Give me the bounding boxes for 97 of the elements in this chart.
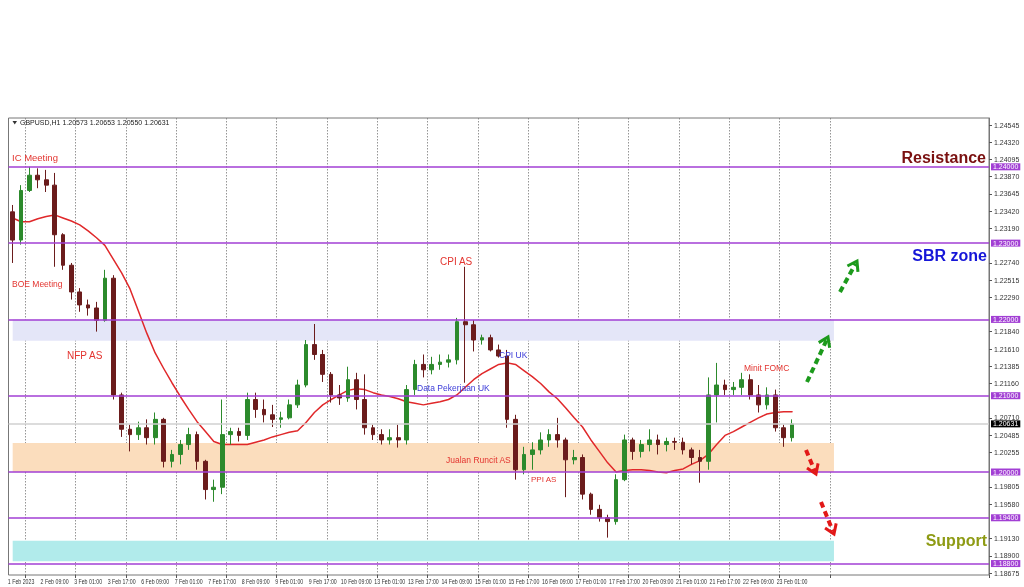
candlestick <box>186 427 191 451</box>
candlestick <box>346 366 350 403</box>
candlestick <box>320 349 325 383</box>
candlestick <box>144 418 149 446</box>
candlestick <box>656 434 660 455</box>
candlestick <box>630 437 635 461</box>
candlestick <box>563 437 568 498</box>
candlestick <box>748 373 753 401</box>
candlestick <box>446 354 451 368</box>
candlestick <box>689 447 694 465</box>
candlestick <box>329 371 333 404</box>
candlestick <box>555 417 560 449</box>
candlestick <box>496 344 501 359</box>
candlestick <box>270 404 275 428</box>
candlestick <box>153 411 158 446</box>
candlestick <box>228 427 233 446</box>
candlestick <box>52 172 57 268</box>
candlestick <box>245 392 250 441</box>
candlestick <box>362 373 367 436</box>
candlestick <box>681 437 685 455</box>
candlestick <box>538 431 543 455</box>
annotation: PPI AS <box>531 474 557 484</box>
candlestick <box>69 262 74 301</box>
text: SBR zone <box>912 246 988 264</box>
candlestick <box>413 359 417 396</box>
annotation: Minit FOMC <box>744 363 790 373</box>
candlestick <box>714 362 719 423</box>
candlestick <box>664 437 669 452</box>
candlestick <box>170 449 174 468</box>
candlestick <box>295 379 300 409</box>
candlestick <box>287 399 292 420</box>
candlestick <box>35 167 40 189</box>
candlestick <box>19 184 23 246</box>
candlestick <box>438 354 442 371</box>
candlestick <box>614 473 618 526</box>
candlestick <box>195 431 199 471</box>
candlestick <box>698 449 702 484</box>
candlestick <box>547 428 551 448</box>
candlestick <box>136 421 141 441</box>
candlestick <box>622 434 627 482</box>
candlestick <box>480 334 484 346</box>
candlestick <box>178 439 183 465</box>
candlestick <box>455 317 459 365</box>
candlestick <box>530 441 535 471</box>
annotation: BOE Meeting <box>12 279 63 289</box>
candlestick <box>94 301 99 333</box>
annotation: IC Meeting <box>12 151 58 163</box>
candlestick <box>463 266 468 384</box>
candlestick <box>128 424 132 452</box>
candlestick <box>639 439 644 459</box>
candlestick <box>421 354 426 378</box>
candlestick <box>513 414 518 481</box>
text: Support <box>925 531 988 549</box>
candlestick <box>488 334 493 352</box>
candlestick <box>262 399 266 423</box>
candlestick <box>731 381 736 396</box>
candlestick <box>396 424 401 449</box>
candlestick <box>354 372 359 410</box>
candlestick <box>77 287 82 313</box>
candlestick <box>781 424 786 448</box>
candlestick <box>27 166 32 193</box>
candlestick <box>312 323 317 361</box>
candlestick <box>597 504 602 523</box>
candlestick <box>429 356 434 375</box>
candlestick <box>387 428 392 446</box>
candlestick <box>103 269 107 323</box>
candlestick <box>61 232 65 271</box>
candlestick <box>253 392 258 419</box>
candlestick <box>580 453 585 500</box>
candlestick <box>279 411 283 429</box>
candlestick <box>739 372 744 396</box>
annotation: Jualan Runcit AS <box>446 455 512 465</box>
candlestick <box>203 459 208 500</box>
candlestick <box>379 428 384 446</box>
candlestick <box>404 384 409 446</box>
candlestick <box>647 428 652 452</box>
candlestick <box>572 449 577 465</box>
candlestick <box>10 204 15 264</box>
candlestick <box>790 418 794 442</box>
candlestick <box>672 437 677 451</box>
candlestick <box>86 299 90 317</box>
candlestick <box>237 427 241 442</box>
candlestick <box>706 376 711 471</box>
candlestick <box>211 479 216 503</box>
text: Resistance <box>901 148 987 166</box>
candlestick <box>522 446 526 475</box>
candlestick <box>161 417 166 468</box>
candlestick <box>723 379 727 396</box>
candlestick <box>471 319 476 352</box>
candlestick <box>111 274 116 401</box>
candlestick <box>304 339 308 388</box>
candlestick <box>589 492 593 516</box>
candlestick <box>371 424 375 441</box>
candlestick <box>220 399 225 495</box>
annotation: CPI AS <box>440 255 473 267</box>
annotation: NFP AS <box>67 349 103 361</box>
candlestick <box>44 169 49 193</box>
